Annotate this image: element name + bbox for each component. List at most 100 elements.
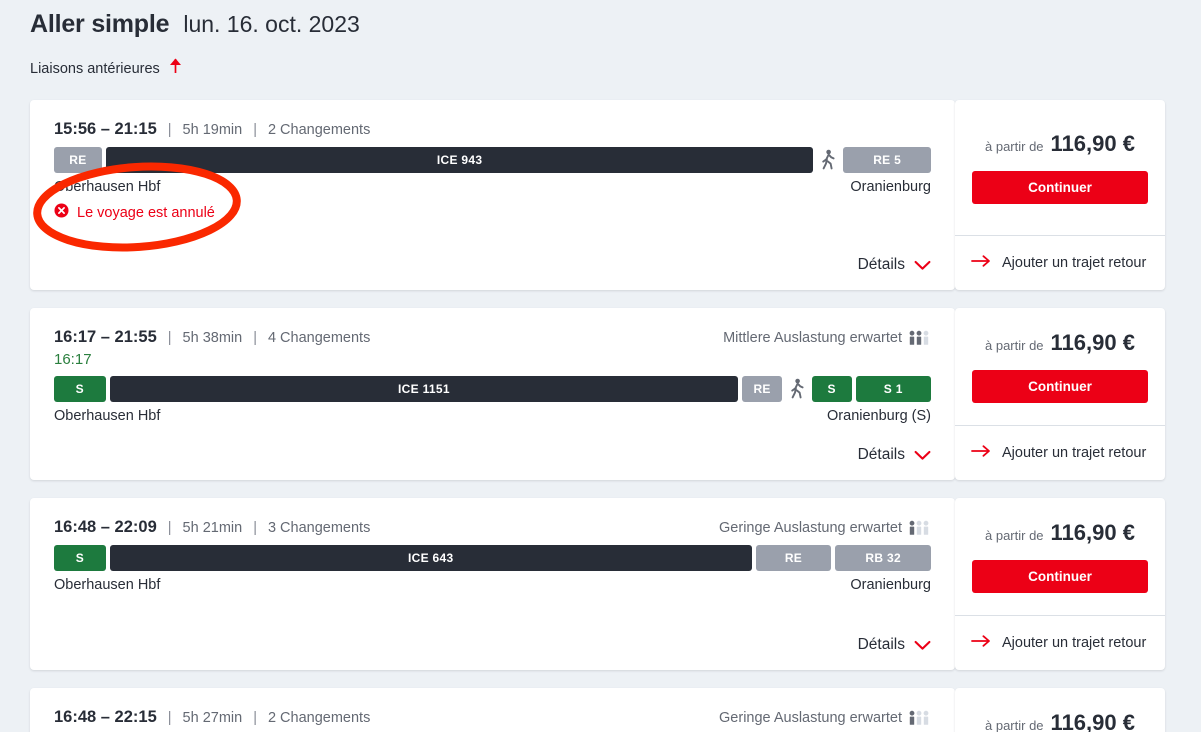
- journey-times: 16:48 – 22:09: [54, 518, 157, 536]
- meta-separator: |: [167, 329, 172, 346]
- details-row: Détails: [30, 636, 955, 670]
- station-row: Oberhausen Hbf Oranienburg (S): [30, 402, 955, 424]
- journey-meta: 15:56 – 21:15 | 5h 19min | 2 Changements: [30, 100, 955, 139]
- journey-segment[interactable]: S: [811, 376, 852, 402]
- price-value: 116,90 €: [1050, 520, 1135, 545]
- cancellation-message: Le voyage est annulé: [77, 205, 215, 221]
- walking-person-icon: [791, 378, 804, 399]
- details-button[interactable]: Détails: [858, 446, 931, 464]
- arrow-right-icon: [971, 254, 990, 267]
- travel-date: lun. 16. oct. 2023: [183, 11, 360, 37]
- journey-segment[interactable]: ICE 943: [105, 147, 814, 173]
- chevron-down-icon: [914, 260, 931, 270]
- details-label: Détails: [857, 256, 905, 273]
- journey-duration: 5h 19min: [182, 121, 243, 138]
- details-button[interactable]: Détails: [858, 256, 931, 274]
- arrow-right-icon: [971, 444, 991, 463]
- departure-time: 16:17: [54, 351, 92, 368]
- details-label: Détails: [857, 446, 905, 463]
- destination-station: Oranienburg: [850, 179, 931, 195]
- arrow-up-icon: [168, 57, 183, 80]
- arrow-right-icon: [971, 634, 991, 653]
- add-return-trip-label: Ajouter un trajet retour: [1002, 445, 1147, 461]
- journey-result[interactable]: 15:56 – 21:15 | 5h 19min | 2 Changements RE IC…: [30, 100, 1201, 290]
- page-header: Aller simple lun. 16. oct. 2023 Liaisons…: [0, 0, 1201, 80]
- journey-changes: 2 Changements: [267, 709, 371, 726]
- origin-station: Oberhausen Hbf: [54, 577, 161, 593]
- walking-person-icon: [822, 149, 835, 170]
- journey-duration: 5h 27min: [182, 709, 243, 726]
- journey-meta: 16:17 – 21:55 | 5h 38min | 4 Changements Mitt…: [30, 308, 955, 347]
- journey-segment[interactable]: S 1: [855, 376, 931, 402]
- journey-changes: 4 Changements: [267, 329, 371, 346]
- journey-result[interactable]: 16:48 – 22:15 | 5h 27min | 2 Changements Geri…: [30, 688, 1201, 732]
- chevron-down-icon: [914, 450, 931, 460]
- earlier-connections-label: Liaisons antérieures: [30, 60, 160, 77]
- occupancy-icon: [909, 710, 929, 725]
- journey-card[interactable]: 15:56 – 21:15 | 5h 19min | 2 Changements RE IC…: [30, 100, 955, 290]
- price-zone: à partir de 116,90 € Continuer: [955, 308, 1165, 425]
- occupancy-icon: [909, 330, 929, 345]
- journey-card[interactable]: 16:48 – 22:15 | 5h 27min | 2 Changements Geri…: [30, 688, 955, 732]
- walk-transfer-icon: [786, 378, 808, 400]
- journey-segment[interactable]: RB 32: [835, 545, 931, 571]
- destination-station: Oranienburg: [850, 577, 931, 593]
- journey-duration: 5h 21min: [182, 519, 243, 536]
- add-return-trip-button[interactable]: Ajouter un trajet retour: [955, 425, 1165, 480]
- journey-times: 16:48 – 22:15: [54, 708, 157, 726]
- earlier-connections-link[interactable]: Liaisons antérieures: [30, 57, 1201, 80]
- price-value: 116,90 €: [1050, 330, 1135, 355]
- occupancy-label: Mittlere Auslastung erwartet: [723, 329, 902, 346]
- details-button[interactable]: Détails: [858, 636, 931, 654]
- occupancy-indicator: Mittlere Auslastung erwartet: [723, 330, 931, 346]
- price-prefix: à partir de: [985, 139, 1044, 154]
- journey-result[interactable]: 16:17 – 21:55 | 5h 38min | 4 Changements Mitt…: [30, 308, 1201, 480]
- journey-segment[interactable]: RE 5: [843, 147, 931, 173]
- chevron-down-icon: [914, 640, 931, 650]
- price-line: à partir de 116,90 €: [985, 330, 1135, 356]
- meta-separator: |: [167, 709, 172, 726]
- meta-separator: |: [253, 709, 257, 726]
- add-return-trip-label: Ajouter un trajet retour: [1002, 255, 1147, 271]
- price-prefix: à partir de: [985, 718, 1044, 732]
- journey-card[interactable]: 16:17 – 21:55 | 5h 38min | 4 Changements Mitt…: [30, 308, 955, 480]
- journey-changes: 3 Changements: [267, 519, 371, 536]
- continue-button[interactable]: Continuer: [972, 171, 1148, 204]
- details-label: Détails: [857, 636, 905, 653]
- destination-station: Oranienburg (S): [827, 408, 931, 424]
- add-return-trip-label: Ajouter un trajet retour: [1002, 635, 1147, 651]
- journey-segment[interactable]: RE: [755, 545, 832, 571]
- segment-bar: RE ICE 943 RE 5: [30, 139, 955, 173]
- journey-segment[interactable]: ICE 643: [109, 545, 752, 571]
- journey-segment[interactable]: S: [54, 376, 106, 402]
- arrow-right-icon: [971, 254, 991, 273]
- title-row: Aller simple lun. 16. oct. 2023: [30, 10, 1201, 39]
- journey-result[interactable]: 16:48 – 22:09 | 5h 21min | 3 Changements Geri…: [30, 498, 1201, 670]
- add-return-trip-button[interactable]: Ajouter un trajet retour: [955, 235, 1165, 290]
- cancellation-block: Le voyage est annulé: [30, 195, 955, 223]
- add-return-trip-button[interactable]: Ajouter un trajet retour: [955, 615, 1165, 670]
- station-row: Oberhausen Hbf Oranienburg: [30, 173, 955, 195]
- journey-segment[interactable]: ICE 1151: [109, 376, 739, 402]
- origin-station: Oberhausen Hbf: [54, 179, 161, 195]
- journey-segment[interactable]: RE: [742, 376, 782, 402]
- continue-button[interactable]: Continuer: [972, 560, 1148, 593]
- occupancy-indicator: Geringe Auslastung erwartet: [719, 710, 931, 726]
- meta-separator: |: [167, 121, 172, 138]
- journey-times: 15:56 – 21:15: [54, 120, 157, 138]
- journey-segment[interactable]: RE: [54, 147, 102, 173]
- journey-segment[interactable]: S: [54, 545, 106, 571]
- journey-card[interactable]: 16:48 – 22:09 | 5h 21min | 3 Changements Geri…: [30, 498, 955, 670]
- occupancy-indicator: Geringe Auslastung erwartet: [719, 520, 931, 536]
- origin-station: Oberhausen Hbf: [54, 408, 161, 424]
- continue-button[interactable]: Continuer: [972, 370, 1148, 403]
- price-prefix: à partir de: [985, 338, 1044, 353]
- journey-meta: 16:48 – 22:09 | 5h 21min | 3 Changements Geri…: [30, 498, 955, 537]
- occupancy-label: Geringe Auslastung erwartet: [719, 709, 902, 726]
- journey-changes: 2 Changements: [267, 121, 371, 138]
